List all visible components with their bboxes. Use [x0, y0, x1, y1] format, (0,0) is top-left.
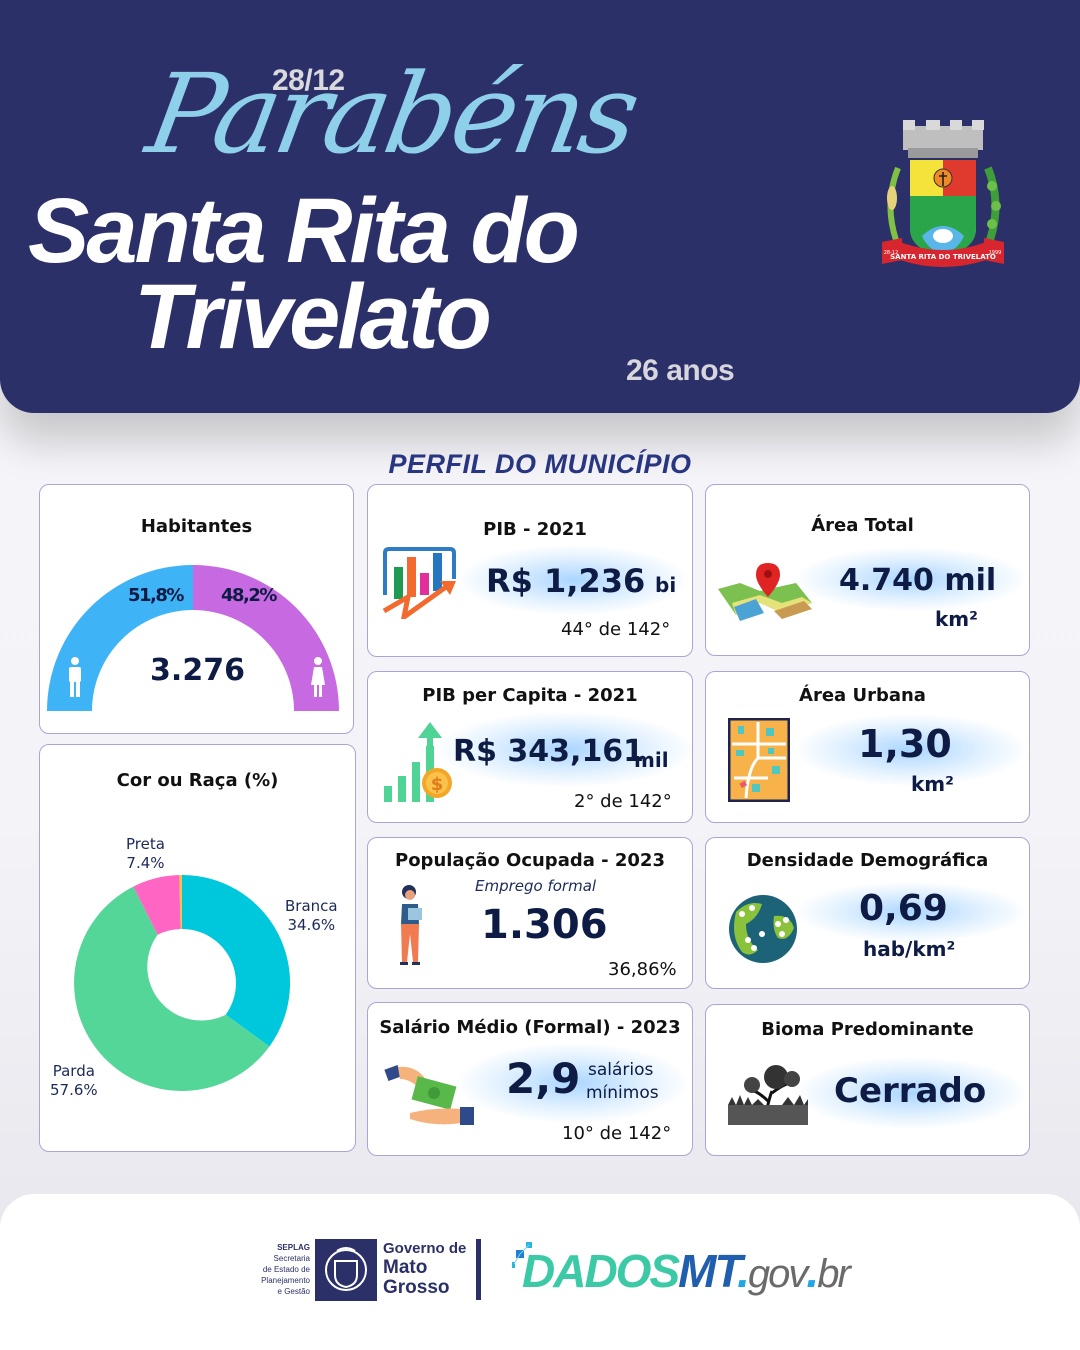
label-preta: Preta 7.4% [126, 835, 165, 872]
populacao-ocupada-value: 1.306 [481, 902, 608, 948]
female-icon [311, 657, 325, 697]
footer: SEPLAG Secretaria de Estado de Planejame… [0, 1194, 1080, 1350]
card-populacao-ocupada: População Ocupada - 2023 Emprego formal … [367, 837, 693, 989]
value-glow [458, 545, 688, 615]
globe-people-icon [729, 895, 797, 963]
card-title: PIB per Capita - 2021 [422, 685, 638, 706]
value-glow [796, 1057, 1026, 1129]
card-area-total: Área Total 4.740 mil km² [705, 484, 1030, 656]
growth-chart-icon [382, 547, 456, 619]
value-glow [796, 547, 1026, 611]
money-hands-icon [384, 1064, 474, 1125]
svg-text:SANTA RITA DO TRIVELATO: SANTA RITA DO TRIVELATO [890, 253, 996, 261]
area-urbana-unit: km² [911, 772, 954, 796]
worker-woman-icon [400, 885, 422, 965]
city-map-icon [728, 718, 790, 802]
pib-per-capita-rank: 2° de 142° [574, 791, 672, 812]
pib-per-capita-unit: mil [634, 748, 669, 772]
mato-grosso-emblem-icon [315, 1239, 377, 1301]
value-glow [458, 1043, 688, 1123]
greeting-script: Parabéns [138, 50, 645, 178]
salario-medio-rank: 10° de 142° [562, 1123, 672, 1144]
label-parda: Parda 57.6% [50, 1062, 98, 1099]
male-icon [69, 657, 81, 697]
growth-money-icon: $ [384, 722, 452, 802]
subtitle-emprego-formal: Emprego formal [475, 877, 597, 895]
area-total-value: 4.740 mil [839, 563, 997, 598]
value-glow [796, 882, 1026, 942]
anniversary-date: 28/12 [272, 64, 345, 97]
area-urbana-value: 1,30 [858, 722, 952, 766]
card-title: Área Urbana [799, 685, 926, 706]
card-cor-raca: Cor ou Raça (%) Preta 7.4% Branca 34.6% … [39, 744, 356, 1152]
card-bioma: Bioma Predominante Cerrado [705, 1004, 1030, 1156]
value-glow [438, 712, 693, 787]
populacao-ocupada-pct: 36,86% [608, 959, 677, 980]
card-title: PIB - 2021 [483, 519, 587, 540]
card-title: Bioma Predominante [761, 1019, 974, 1040]
densidade-unit: hab/km² [863, 937, 956, 961]
cerrado-tree-icon [728, 1065, 808, 1125]
value-glow [796, 714, 1026, 786]
pib-value: R$ 1,236 [486, 562, 646, 600]
bioma-value: Cerrado [834, 1071, 987, 1111]
section-title: PERFIL DO MUNICÍPIO [388, 449, 692, 479]
card-title: Densidade Demográfica [746, 850, 989, 871]
pib-per-capita-value: R$ 343,161 [453, 734, 645, 769]
governo-mt-text: Governo de Mato Grosso [383, 1240, 467, 1298]
dados-dots-icon [512, 1242, 532, 1268]
card-title: Área Total [811, 515, 914, 536]
area-total-unit: km² [935, 607, 978, 631]
card-habitantes: Habitantes 51,8% 48,2% 3.276 [39, 484, 354, 734]
city-name: Santa Rita do Trivelato [28, 185, 580, 368]
svg-text:1999: 1999 [989, 250, 1002, 256]
card-area-urbana: Área Urbana 1,30 km² [705, 671, 1030, 823]
card-title: Cor ou Raça (%) [116, 770, 279, 791]
coat-of-arms-icon: SANTA RITA DO TRIVELATO 28-12 1999 [882, 120, 1004, 267]
header-banner: Parabéns 28/12 Santa Rita do Trivelato 2… [0, 0, 1080, 413]
salario-medio-unit: salários mínimos [586, 1060, 659, 1103]
city-name-line2: Trivelato [134, 266, 492, 368]
salario-medio-value: 2,9 [506, 1054, 581, 1103]
svg-text:$: $ [431, 774, 444, 795]
gender-semi-donut-chart [47, 565, 339, 711]
female-percentage: 48,2% [221, 585, 277, 606]
card-title: População Ocupada - 2023 [395, 850, 665, 871]
card-pib-per-capita: PIB per Capita - 2021 $ R$ 343,161 mil 2… [367, 671, 693, 823]
seplag-text: SEPLAG Secretaria de Estado de Planejame… [261, 1243, 310, 1296]
label-branca: Branca 34.6% [285, 897, 338, 934]
map-pin-icon [718, 563, 812, 621]
card-title: Habitantes [140, 516, 253, 537]
total-inhabitants: 3.276 [150, 653, 245, 688]
card-title: Salário Médio (Formal) - 2023 [379, 1017, 681, 1038]
card-pib: PIB - 2021 R$ 1,236 bi 44° de 142° [367, 484, 693, 657]
densidade-value: 0,69 [859, 888, 948, 929]
city-age: 26 anos [626, 354, 735, 387]
card-densidade: Densidade Demográfica 0,69 hab/km² [705, 837, 1030, 989]
male-percentage: 51,8% [128, 585, 184, 606]
footer-divider [476, 1239, 481, 1300]
card-salario-medio: Salário Médio (Formal) - 2023 2,9 salári… [367, 1002, 693, 1156]
svg-text:28-12: 28-12 [884, 250, 899, 256]
pib-rank: 44° de 142° [561, 619, 671, 640]
race-donut-chart [74, 874, 291, 1091]
pib-unit: bi [655, 573, 677, 597]
city-name-line1: Santa Rita do [28, 180, 580, 282]
dadosmt-logo: DADOSMT.gov.br [522, 1245, 851, 1297]
